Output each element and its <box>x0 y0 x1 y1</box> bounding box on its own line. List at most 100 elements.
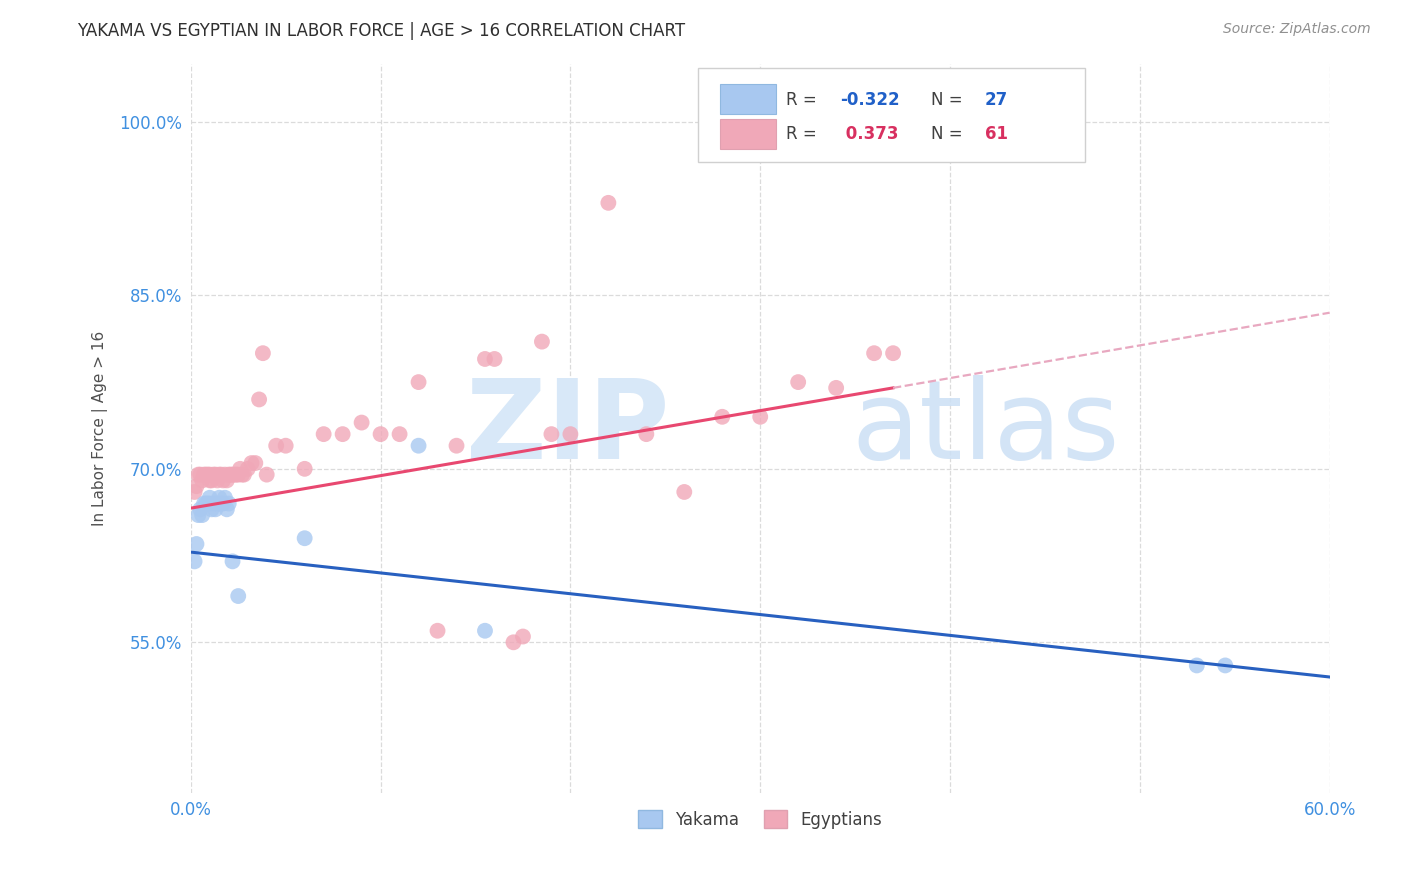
Point <box>221 554 243 568</box>
Point <box>530 334 553 349</box>
Point <box>560 427 582 442</box>
Point <box>214 491 236 505</box>
Point <box>218 467 240 482</box>
Point <box>193 467 215 482</box>
Point <box>1213 658 1236 673</box>
Point <box>408 375 430 389</box>
Legend: Yakama, Egyptians: Yakama, Egyptians <box>631 804 889 835</box>
Point <box>256 467 278 482</box>
Point <box>193 496 215 510</box>
FancyBboxPatch shape <box>697 68 1085 162</box>
Point <box>197 496 219 510</box>
Point <box>540 427 562 442</box>
Point <box>294 531 316 545</box>
Point <box>294 462 316 476</box>
Point <box>711 409 734 424</box>
Point <box>332 427 354 442</box>
Text: R =: R = <box>786 125 823 143</box>
Point <box>229 462 252 476</box>
Point <box>312 427 335 442</box>
Text: YAKAMA VS EGYPTIAN IN LABOR FORCE | AGE > 16 CORRELATION CHART: YAKAMA VS EGYPTIAN IN LABOR FORCE | AGE … <box>77 22 686 40</box>
Point <box>226 589 249 603</box>
Point <box>218 496 240 510</box>
Point <box>187 508 209 522</box>
Point <box>512 630 534 644</box>
FancyBboxPatch shape <box>720 85 776 114</box>
Point <box>598 195 620 210</box>
Point <box>198 467 221 482</box>
Text: N =: N = <box>931 125 967 143</box>
Point <box>408 439 430 453</box>
FancyBboxPatch shape <box>720 120 776 149</box>
Point <box>204 467 226 482</box>
Point <box>215 502 238 516</box>
Point <box>201 474 224 488</box>
Point <box>426 624 449 638</box>
Point <box>198 496 221 510</box>
Point <box>264 439 287 453</box>
Point <box>370 427 392 442</box>
Point <box>252 346 274 360</box>
Point <box>209 496 232 510</box>
Point <box>201 502 224 516</box>
Point <box>209 467 232 482</box>
Point <box>202 496 225 510</box>
Point <box>221 467 243 482</box>
Point <box>183 485 205 500</box>
Text: -0.322: -0.322 <box>839 91 900 109</box>
Point <box>636 427 658 442</box>
Point <box>186 479 208 493</box>
Point <box>188 467 211 482</box>
Point <box>194 467 217 482</box>
Text: Source: ZipAtlas.com: Source: ZipAtlas.com <box>1223 22 1371 37</box>
Point <box>188 502 211 516</box>
Point <box>350 416 373 430</box>
Point <box>186 537 208 551</box>
Point <box>183 554 205 568</box>
Point <box>863 346 886 360</box>
Point <box>673 485 696 500</box>
Point <box>226 467 249 482</box>
Y-axis label: In Labor Force | Age > 16: In Labor Force | Age > 16 <box>93 331 108 526</box>
Point <box>446 439 468 453</box>
Point <box>274 439 297 453</box>
Point <box>502 635 524 649</box>
Point <box>474 624 496 638</box>
Text: 0.373: 0.373 <box>839 125 898 143</box>
Text: atlas: atlas <box>851 375 1119 482</box>
Point <box>191 474 214 488</box>
Point <box>236 462 259 476</box>
Point <box>1185 658 1208 673</box>
Point <box>207 496 229 510</box>
Point <box>204 502 226 516</box>
Point <box>197 467 219 482</box>
Point <box>825 381 848 395</box>
Point <box>882 346 904 360</box>
Point <box>749 409 772 424</box>
Point <box>388 427 411 442</box>
Point <box>225 467 247 482</box>
Text: 27: 27 <box>984 91 1008 109</box>
Point <box>212 496 235 510</box>
Point <box>207 474 229 488</box>
Text: N =: N = <box>931 91 967 109</box>
Point <box>474 351 496 366</box>
Point <box>787 375 810 389</box>
Text: R =: R = <box>786 91 823 109</box>
Text: ZIP: ZIP <box>465 375 669 482</box>
Point <box>215 474 238 488</box>
Point <box>202 467 225 482</box>
Point <box>245 456 267 470</box>
Point <box>240 456 263 470</box>
Text: 61: 61 <box>984 125 1008 143</box>
Point <box>231 467 253 482</box>
Point <box>219 467 242 482</box>
Point <box>212 474 235 488</box>
Point <box>187 467 209 482</box>
Point <box>208 491 231 505</box>
Point <box>208 467 231 482</box>
Point <box>224 467 246 482</box>
Point <box>194 496 217 510</box>
Point <box>191 508 214 522</box>
Point <box>247 392 270 407</box>
